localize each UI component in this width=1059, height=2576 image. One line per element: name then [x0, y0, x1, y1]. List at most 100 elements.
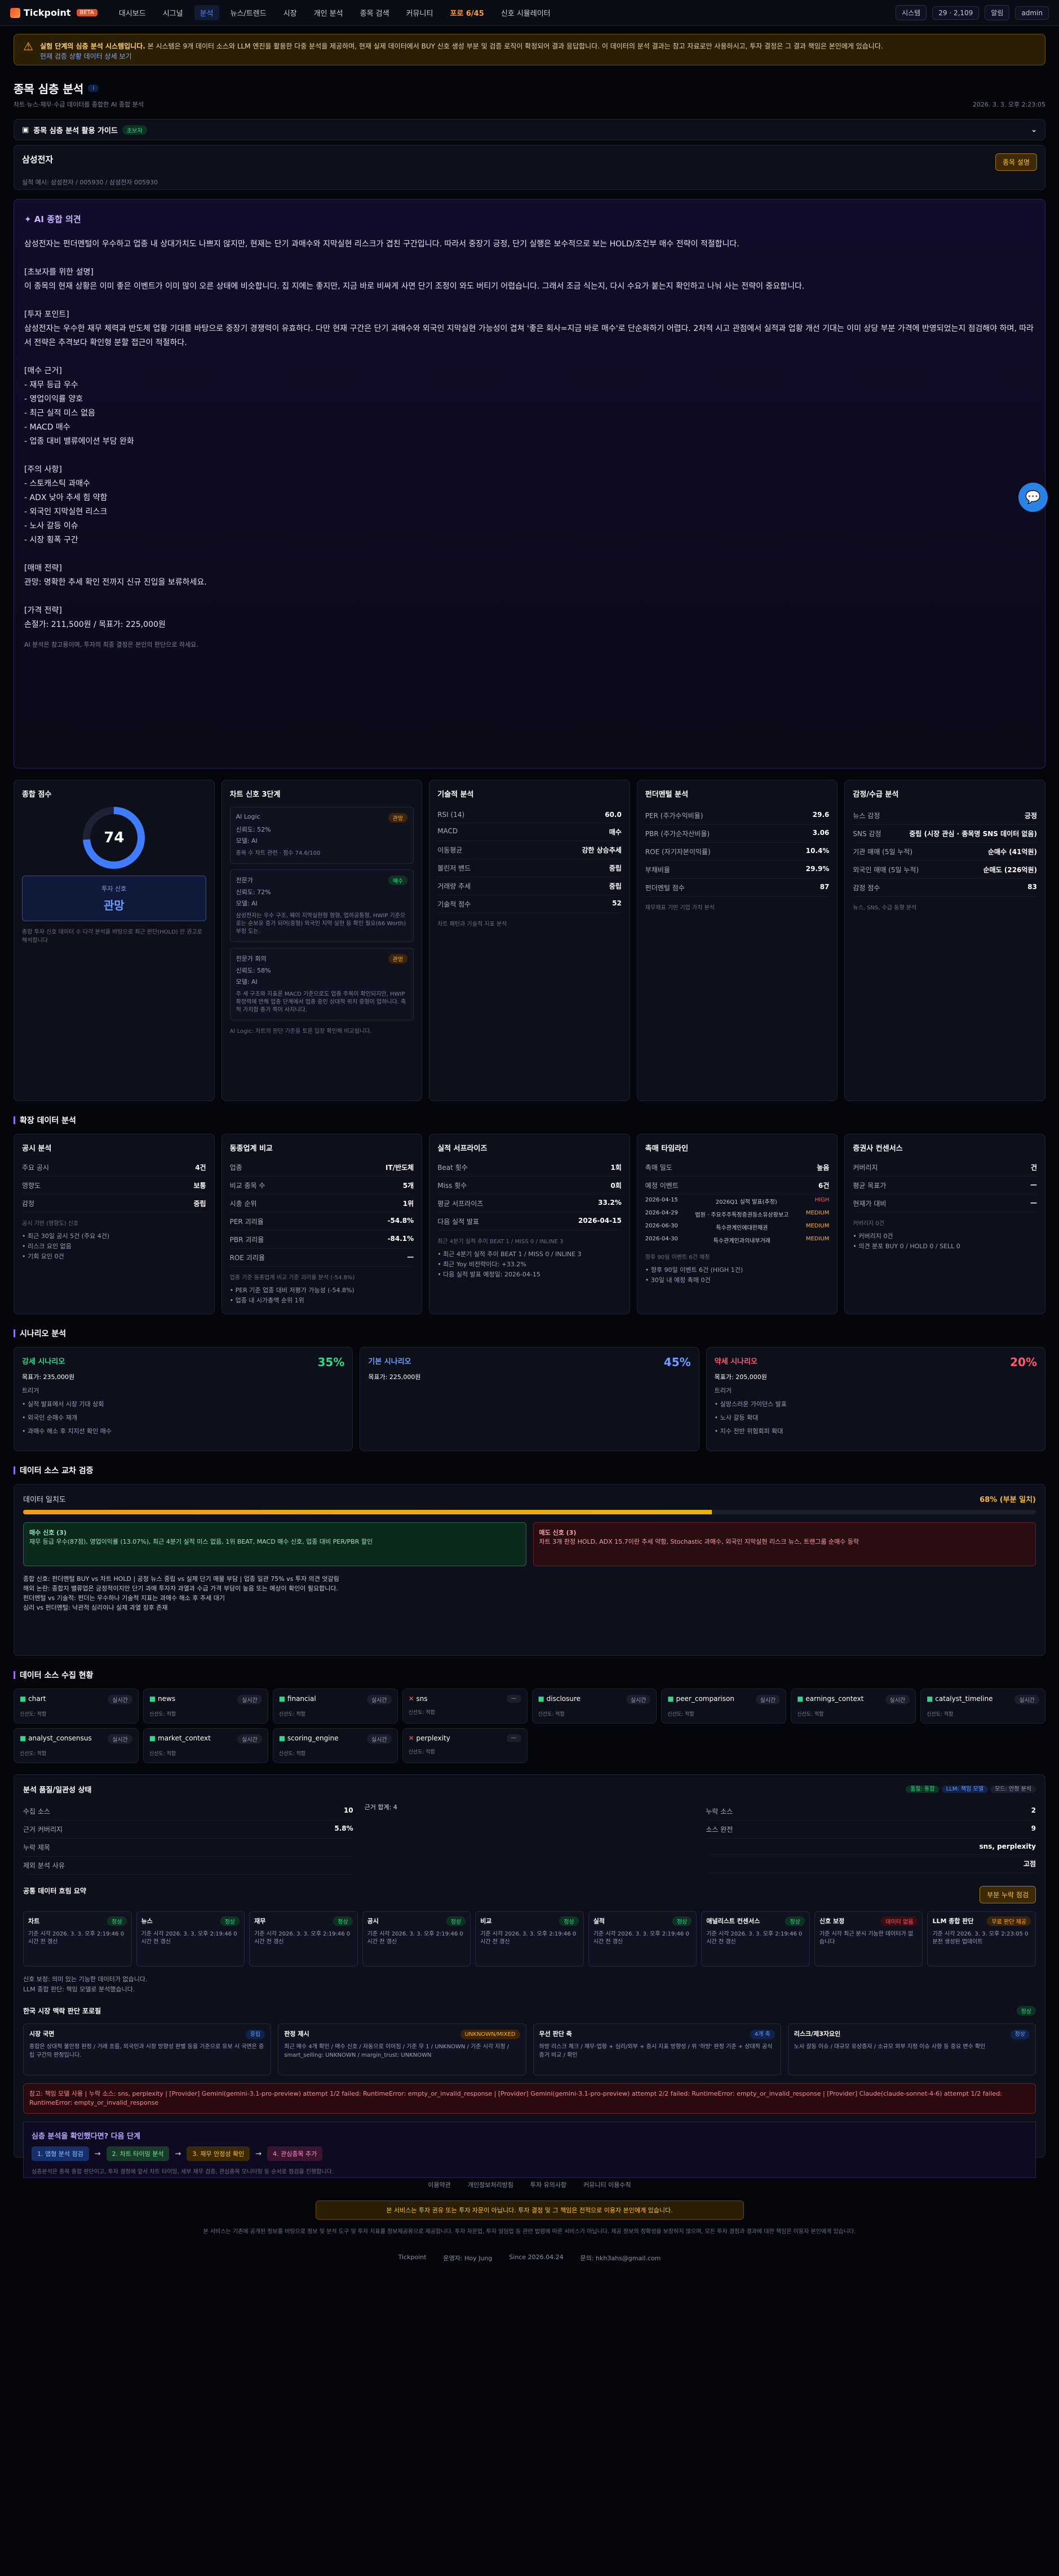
source-label: financial — [287, 1695, 316, 1703]
nav-community[interactable]: 커뮤니티 — [406, 10, 433, 18]
stock-info-button[interactable]: 종목 설명 — [995, 153, 1037, 171]
status-head: 분석 품질/일관성 상태 품질: 통합 LLM: 책임 모델 모드: 안정 분석 — [23, 1784, 1036, 1795]
chat-icon[interactable]: 💬 — [1018, 483, 1048, 512]
kv-row: PER 괴리율 -54.8% — [229, 1213, 414, 1231]
source-label: scoring_engine — [287, 1734, 339, 1742]
credit-counter[interactable]: 29 · 2,109 — [932, 6, 980, 20]
warning-banner: ⚠ 실험 단계의 심층 분석 시스템입니다. 본 시스템은 9개 데이터 소스와… — [14, 34, 1045, 65]
ext-list-item: • 최근 4분기 실적 추이 BEAT 1 / MISS 0 / INLINE … — [437, 1251, 582, 1258]
ext-list: • 최근 4분기 실적 추이 BEAT 1 / MISS 0 / INLINE … — [437, 1249, 622, 1280]
source-status: 실시간 — [1014, 1695, 1039, 1704]
nav-analysis[interactable]: 분석 — [194, 5, 219, 20]
next-step-chip[interactable]: 1. 앱형 분석 점검 — [32, 2146, 89, 2161]
kv-row: PER (주가수익비율) 29.6 — [645, 807, 830, 825]
pipeline-step: 뉴스 정상 기준 시각 2026. 3. 3. 오후 2:19:46 0시간 전 갱… — [136, 1911, 245, 1967]
info-icon[interactable]: i — [88, 85, 99, 92]
next-step-chip[interactable]: 3. 재무 안정성 확인 — [187, 2146, 250, 2161]
kv-value: 강한 상승추세 — [582, 846, 622, 854]
ai-foot: AI 분석은 참고용이며, 투자의 최종 결정은 본인의 판단으로 하세요. — [24, 641, 198, 648]
source-box: ■ chart 실시간 신선도: 적합 — [14, 1689, 139, 1724]
ext-list-item: • 다음 실적 발표 예정일: 2026-04-15 — [437, 1271, 540, 1278]
bell-icon[interactable]: 알림 — [985, 5, 1010, 20]
kv-row: 영향도 보통 — [22, 1177, 206, 1195]
kv-value: 1회 — [610, 1164, 622, 1172]
source-head: ■ chart 실시간 — [20, 1695, 132, 1704]
scenario-cards: 강세 시나리오 35% 목표가: 235,000원 트리거 • 실적 발표에서 시장 기… — [14, 1347, 1045, 1451]
footer-link[interactable]: 투자 유의사항 — [530, 2181, 567, 2189]
signal-item: 전문가 회의 관망 신뢰도: 58% 모델: AI 주 세 구조와 지표론 MACD 기… — [229, 948, 414, 1020]
footer-copy: Tickpoint 운영자: Hoy Jung Since 2026.04.24 문의… — [14, 2254, 1045, 2263]
brand-logo[interactable]: Tickpoint — [10, 7, 71, 18]
status-value: 2 — [1031, 1806, 1036, 1814]
system-button[interactable]: 시스템 — [896, 5, 927, 20]
nav-personal[interactable]: 개인 분석 — [313, 10, 343, 18]
scenario-target: 목표가: 235,000원 — [22, 1373, 75, 1381]
profile-name: 리스크/제3자요인 — [794, 2030, 841, 2038]
credit-a: 29 — [938, 8, 947, 17]
next-step-chip[interactable]: 2. 차트 타이밍 분석 — [106, 2146, 170, 2161]
ext-list: • 최근 30일 공시 5건 (주요 4건) • 리스크 요인 없음 • 기회 요인… — [22, 1231, 206, 1262]
footer-link[interactable]: 커뮤니티 이용수칙 — [583, 2181, 631, 2189]
source-box: ✕ sns — 신선도: 적합 — [402, 1689, 528, 1724]
disclosure-card: 공시 분석 주요 공시 4건 영향도 보통 감정 중립 공시 기반 (영향도) 신호 • 최근 … — [14, 1134, 215, 1314]
source-name: ✕ perplexity — [409, 1734, 450, 1742]
nav-news[interactable]: 뉴스/트렌드 — [230, 10, 267, 18]
kv-row: 비교 종목 수 5개 — [229, 1177, 414, 1195]
next-step-chip[interactable]: 4. 관심종목 추가 — [267, 2146, 323, 2161]
profile-head: 우선 판단 축 4개 축 — [539, 2030, 775, 2039]
market-profile-title: 한국 시장 맥락 판단 포로필 — [23, 2007, 101, 2015]
step-name: 공시 — [367, 1917, 379, 1925]
kv-value: 보통 — [193, 1182, 206, 1190]
nav-dashboard[interactable]: 대시보드 — [118, 10, 146, 18]
nav-market[interactable]: 시장 — [283, 10, 297, 18]
page: Tickpoint BETA 대시보드 시그널 분석 뉴스/트렌드 시장 개인 … — [0, 5, 1059, 2263]
step-name: LLM 종합 판단 — [932, 1917, 974, 1925]
source-meta: 신선도: 적합 — [667, 1712, 694, 1717]
kv-label: RSI (14) — [437, 811, 465, 819]
profile-tag: UNKNOWN/MIXED — [460, 2030, 520, 2039]
source-status: 실시간 — [367, 1734, 392, 1744]
step-status: 정상 — [559, 1916, 579, 1926]
footer-link[interactable]: 이용약관 — [428, 2181, 451, 2189]
scenario-name: 약세 시나리오 — [714, 1358, 757, 1366]
source-meta: 신선도: 적합 — [278, 1751, 306, 1757]
source-label: chart — [28, 1695, 46, 1703]
profile-desc: 종합은 상대적 불안정 판정 / 거래 흐름, 외국인과 시장 방향성 판별 등… — [29, 2044, 264, 2058]
kv-value: — — [1030, 1199, 1037, 1207]
source-label: analyst_consensus — [28, 1734, 92, 1742]
sell-label: 매도 신호 (3) — [539, 1529, 577, 1536]
check-icon: ■ — [278, 1734, 287, 1742]
kv-label: 감정 점수 — [853, 884, 880, 892]
footer-link[interactable]: 개인정보처리방침 — [467, 2181, 513, 2189]
sell-signals: 매도 신호 (3) 차트 3개 판정 HOLD, ADX 15.7이란 추세 약함… — [533, 1522, 1036, 1566]
kv-label: SNS 감정 — [853, 830, 881, 838]
fund-title: 펀더멘털 분석 — [645, 790, 689, 799]
ext-list-item: • 리스크 요인 없음 — [22, 1243, 72, 1250]
signal-desc: 주 세 구조와 지표론 MACD 기준으로도 업종 주목이 확인되지만, HWI… — [236, 991, 406, 1013]
signals-card: 차트 신호 3단계 AI Logic 관망 신뢰도: 52% 모델: AI 종목 수 차… — [221, 780, 423, 1101]
source-head: ■ analyst_consensus 실시간 — [20, 1734, 132, 1744]
scenario-head: 약세 시나리오 20% — [715, 1355, 1037, 1369]
kv-row: 주요 공시 4건 — [22, 1159, 206, 1177]
tech-card: 기술적 분석 RSI (14) 60.0 MACD 매수 이동평균 강한 상승추세 볼린저 … — [429, 780, 630, 1101]
nav-search[interactable]: 종목 검색 — [360, 10, 389, 18]
peer-card: 동종업계 비교 업종 IT/반도체 비교 종목 수 5개 시총 순위 1위 PER 괴리율 -5… — [221, 1134, 423, 1314]
guide-toggle[interactable]: ▣ 종목 심층 분석 활용 가이드 초보자 ⌄ — [14, 119, 1045, 140]
nav-lotto[interactable]: 포로 6/45 — [450, 10, 484, 18]
warning-link[interactable]: 현재 검증 상황 데이터 상세 보기 — [39, 52, 132, 60]
nav-signal[interactable]: 시그널 — [162, 10, 183, 18]
nav-simulator[interactable]: 신호 시뮬레이터 — [500, 10, 551, 18]
scenario-pct: 35% — [317, 1355, 345, 1369]
kv-label: ROE (자기자본이익률) — [645, 848, 711, 856]
source-label: catalyst_timeline — [935, 1695, 993, 1703]
user-menu[interactable]: admin — [1015, 6, 1049, 20]
kv-value: 52 — [612, 899, 622, 907]
buy-label: 매수 신호 (3) — [29, 1529, 67, 1536]
profile-tag: 정상 — [1010, 2030, 1030, 2039]
kv-value: 5개 — [402, 1182, 414, 1190]
status-row: 제외 분석 사유 — [23, 1857, 353, 1875]
ext-card-title: 증권사 컨센서스 — [853, 1145, 903, 1153]
verify-title: 데이터 소스 교차 검증 — [20, 1466, 94, 1475]
ai-body: 삼성전자는 펀더멘털이 우수하고 업종 내 상대가치도 나쁘지 않지만, 현재는… — [24, 240, 1034, 629]
pipeline-check-button[interactable]: 부분 누락 점검 — [980, 1886, 1036, 1903]
